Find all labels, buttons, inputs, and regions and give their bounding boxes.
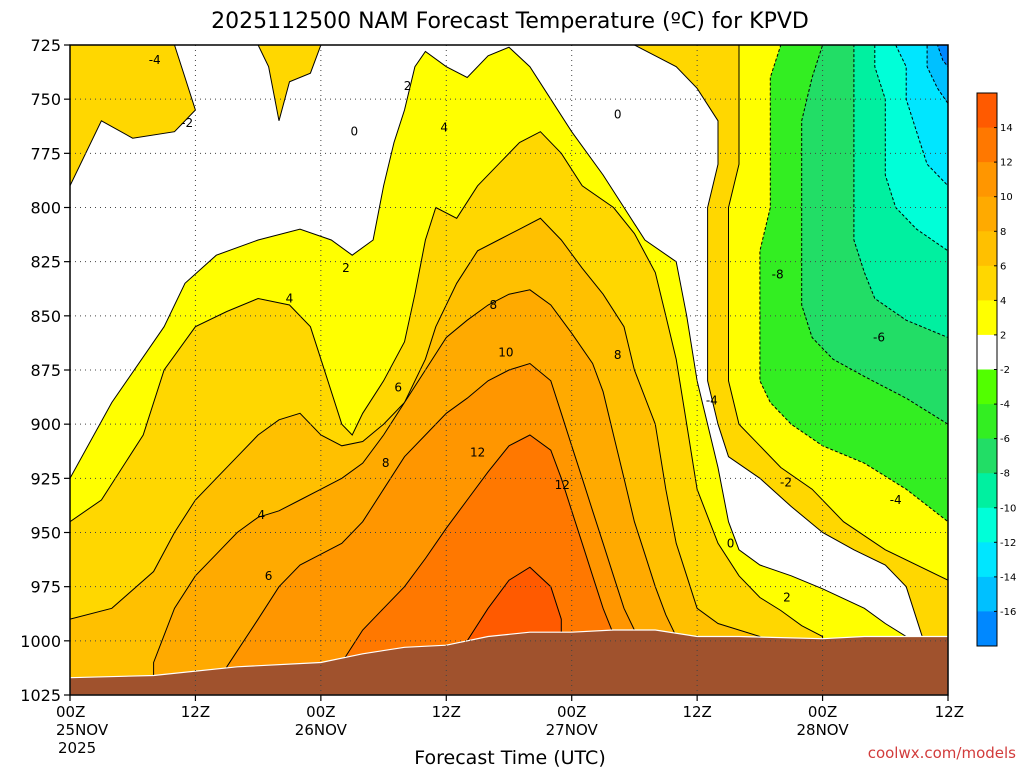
x-tick-year: 2025 <box>58 739 96 757</box>
contour-label: 12 <box>470 445 485 459</box>
contour-label: 2 <box>404 79 412 93</box>
contour-label: 2 <box>783 591 791 605</box>
colorbar-tick-label: -14 <box>1000 572 1016 583</box>
colorbar-swatch <box>977 127 997 163</box>
x-tick-label: 00Z <box>306 703 335 721</box>
y-tick-label: 925 <box>30 469 61 488</box>
credit-text: coolwx.com/models <box>868 744 1016 762</box>
x-tick-label: 12Z <box>181 703 210 721</box>
x-tick-label: 12Z <box>682 703 711 721</box>
colorbar-tick-label: 10 <box>1000 192 1013 203</box>
colorbar-tick-label: 12 <box>1000 158 1013 169</box>
colorbar-swatch <box>977 196 997 232</box>
colorbar-swatch <box>977 265 997 301</box>
temperature-region <box>70 45 196 187</box>
contour-label: 8 <box>614 348 622 362</box>
colorbar-tick-label: 2 <box>1000 330 1006 341</box>
contour-label: 10 <box>498 346 513 360</box>
colorbar-swatch <box>977 334 997 370</box>
colorbar-swatch <box>977 231 997 267</box>
contour-label: -4 <box>706 393 718 407</box>
contour-label: -4 <box>149 53 161 67</box>
contour-label: 2 <box>342 261 350 275</box>
contour-label: 12 <box>555 478 570 492</box>
colorbar-tick-label: 4 <box>1000 296 1006 307</box>
colorbar-tick-label: -12 <box>1000 538 1016 549</box>
x-tick-label: 00Z <box>557 703 586 721</box>
y-tick-label: 725 <box>30 36 61 55</box>
colorbar-tick-label: -2 <box>1000 365 1010 376</box>
colorbar: 14 12 10 8 6 4 2 -2 -4 -6 -8 -10 -12 -14 -16 <box>976 92 1016 647</box>
contour-label: 4 <box>257 508 265 522</box>
colorbar-tick-label: -10 <box>1000 503 1016 514</box>
colorbar-swatch <box>977 473 997 509</box>
colorbar-swatch <box>977 300 997 336</box>
y-tick-label: 975 <box>30 578 61 597</box>
colorbar-tick-label: 8 <box>1000 227 1006 238</box>
ground-surface <box>70 629 948 695</box>
colorbar-swatch <box>977 369 997 405</box>
colorbar-tick-label: -8 <box>1000 469 1010 480</box>
contour-label: 0 <box>614 107 622 121</box>
y-tick-label: 950 <box>30 524 61 543</box>
colorbar-tick-label: -4 <box>1000 400 1010 411</box>
contour-label: 4 <box>440 120 448 134</box>
contour-label: -2 <box>780 476 792 490</box>
grid-lines <box>70 45 948 695</box>
contour-label: 8 <box>382 456 390 470</box>
x-tick-date: 28NOV <box>797 721 850 739</box>
contour-label: -2 <box>181 116 193 130</box>
y-tick-label: 750 <box>30 90 61 109</box>
temperature-region <box>936 45 948 68</box>
colorbar-tick-label: 14 <box>1000 123 1013 134</box>
contour-label: -8 <box>772 268 784 282</box>
contour-label: 6 <box>265 569 273 583</box>
contour-label: 0 <box>350 125 358 139</box>
x-tick-date: 25NOV <box>56 721 109 739</box>
y-tick-label: 775 <box>30 144 61 163</box>
colorbar-tick-label: 6 <box>1000 261 1006 272</box>
chart-title: 2025112500 NAM Forecast Temperature (ºC)… <box>211 9 809 34</box>
colorbar-swatch <box>977 542 997 578</box>
contour-label: 0 <box>727 536 735 550</box>
y-tick-label: 875 <box>30 361 61 380</box>
contour-label: 8 <box>489 298 497 312</box>
y-tick-label: 1025 <box>20 686 61 705</box>
y-tick-label: 1000 <box>20 632 61 651</box>
x-tick-label: 12Z <box>432 703 461 721</box>
contour-label: 4 <box>286 292 294 306</box>
y-tick-label: 825 <box>30 253 61 272</box>
y-tick-label: 800 <box>30 199 61 218</box>
colorbar-swatch <box>977 576 997 612</box>
colorbar-tick-label: -6 <box>1000 434 1010 445</box>
colorbar-tick-label: -16 <box>1000 607 1016 618</box>
colorbar-swatch <box>977 162 997 198</box>
colorbar-swatch <box>977 404 997 440</box>
colorbar-swatch <box>977 507 997 543</box>
x-tick-date: 26NOV <box>295 721 348 739</box>
x-tick-date: 27NOV <box>546 721 599 739</box>
contour-label: -4 <box>890 493 902 507</box>
y-axis-ticks: 725 750 775 800 825 850 875 900 925 950 975 1000 102… <box>20 36 70 705</box>
y-tick-label: 900 <box>30 415 61 434</box>
x-tick-label: 00Z <box>808 703 837 721</box>
x-tick-label: 00Z <box>56 703 85 721</box>
colorbar-swatch <box>977 438 997 474</box>
colorbar-swatch <box>977 93 997 129</box>
surface-layer <box>70 629 948 695</box>
temperature-region <box>257 45 322 121</box>
y-tick-label: 850 <box>30 307 61 326</box>
contour-labels: -4 -2 0 2 4 0 2 4 8 10 8 6 8 12 12 4 6 -8 -6 -4 -2 -4 0 2 <box>149 53 902 604</box>
x-tick-label: 12Z <box>935 703 964 721</box>
contour-label: -6 <box>873 331 885 345</box>
contour-label: 6 <box>394 380 402 394</box>
temperature-field-layer <box>70 45 948 695</box>
x-axis-label: Forecast Time (UTC) <box>414 747 605 768</box>
colorbar-swatch <box>977 611 997 647</box>
